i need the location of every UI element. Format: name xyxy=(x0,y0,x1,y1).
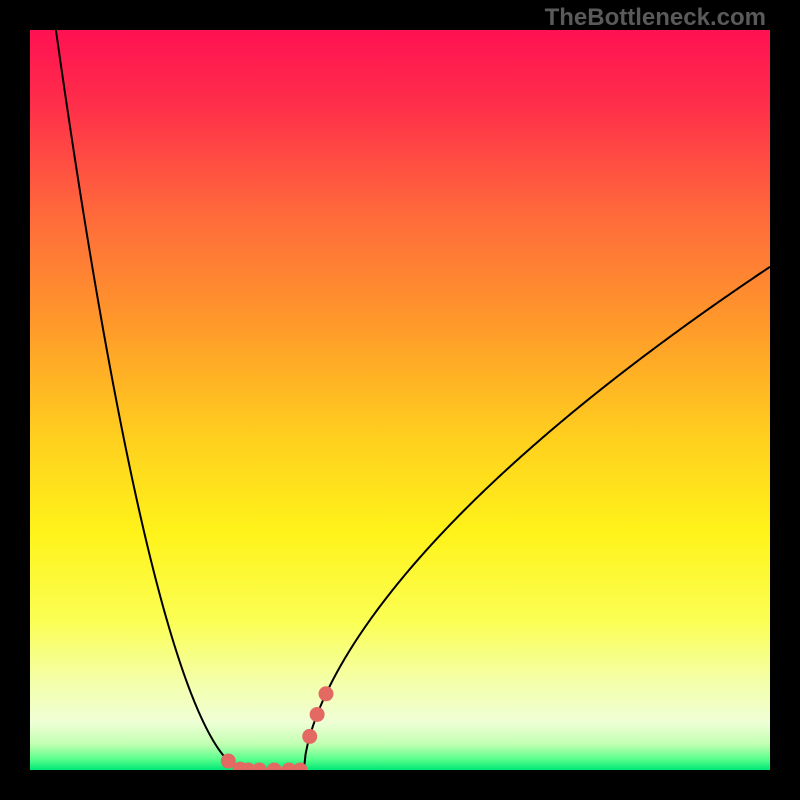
curve-marker xyxy=(252,763,267,778)
curve-marker xyxy=(310,707,325,722)
curve-marker xyxy=(267,763,282,778)
curve-marker xyxy=(293,763,308,778)
curve-marker xyxy=(319,686,334,701)
gradient-background xyxy=(30,30,770,770)
watermark-text: TheBottleneck.com xyxy=(545,6,766,30)
curve-marker xyxy=(302,729,317,744)
bottleneck-chart xyxy=(0,0,800,800)
